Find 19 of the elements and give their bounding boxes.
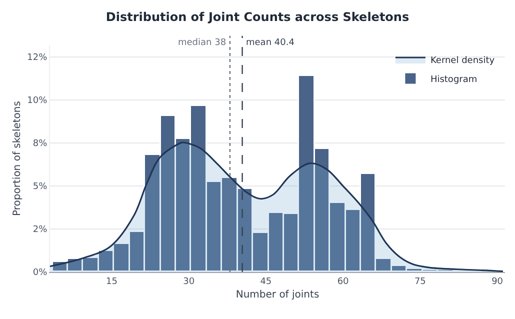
y-tick-label: 2%: [32, 225, 48, 236]
y-tick-label: 0%: [32, 268, 48, 278]
ref-line-label: median 38: [178, 38, 226, 48]
y-tick-label: 10%: [27, 96, 48, 106]
x-tick-label: 45: [260, 276, 272, 287]
legend-label: Histogram: [430, 75, 478, 86]
ref-line-label: mean 40.4: [246, 38, 295, 48]
x-tick-label: 30: [183, 276, 195, 287]
x-tick-label: 90: [492, 276, 504, 287]
chart-title: Distribution of Joint Counts across Skeletons: [106, 10, 410, 24]
y-tick-label: 8%: [32, 139, 48, 150]
y-tick-label: 12%: [27, 53, 48, 64]
x-tick-label: 15: [106, 276, 118, 287]
y-axis-title: Proportion of skeletons: [12, 101, 24, 216]
legend-label: Kernel density: [430, 56, 496, 66]
y-tick-label: 5%: [32, 182, 48, 192]
x-tick-label: 75: [414, 276, 426, 287]
x-axis-title: Number of joints: [236, 289, 320, 300]
x-tick-label: 60: [337, 276, 350, 287]
